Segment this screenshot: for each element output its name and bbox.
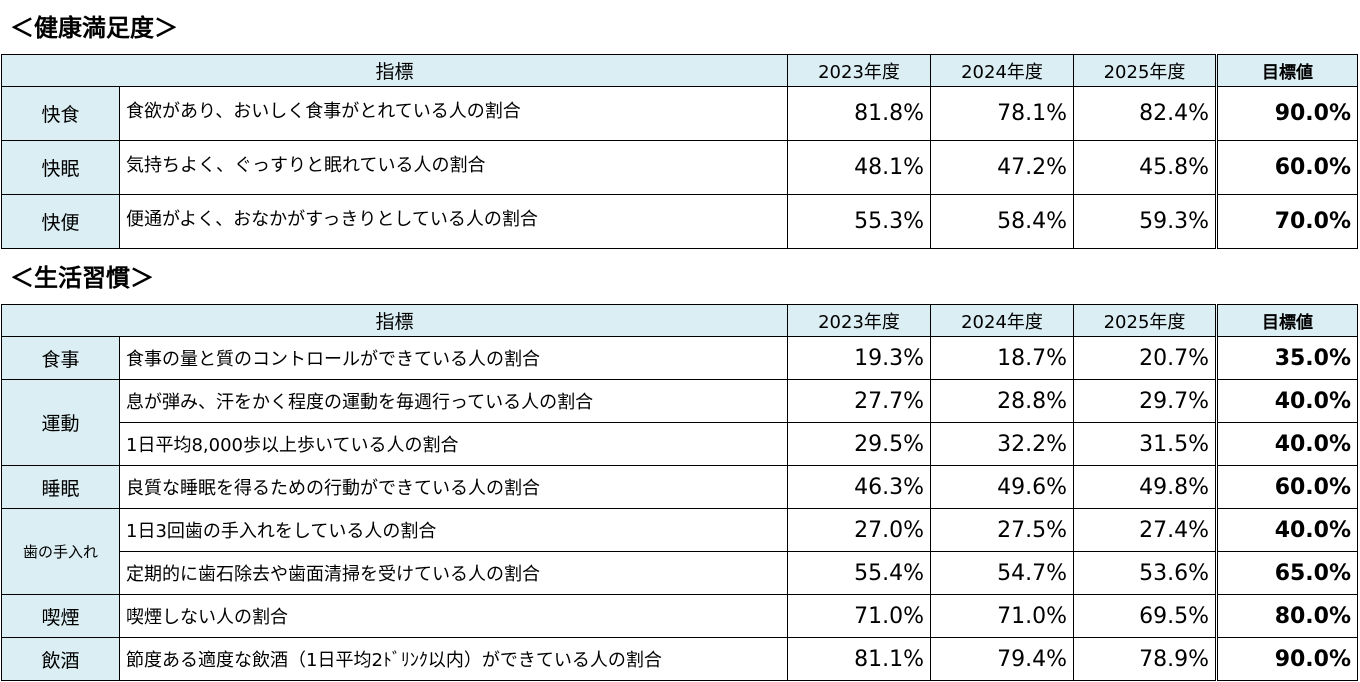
value-2025: 82.4%	[1073, 86, 1218, 141]
table-row: 喫煙 喫煙しない人の割合 71.0% 71.0% 69.5% 80.0%	[1, 594, 1359, 638]
section-title-health-satisfaction: ＜健康満足度＞	[10, 14, 178, 42]
indicator-description: 良質な睡眠を得るための行動ができている人の割合	[118, 465, 789, 509]
value-2023: 27.0%	[787, 508, 932, 552]
category-meal: 食事	[1, 336, 120, 380]
value-2023: 27.7%	[787, 379, 932, 423]
table-row: 定期的に歯石除去や歯面清掃を受けている人の割合 55.4% 54.7% 53.6…	[2, 551, 1359, 595]
table-row: 食事 食事の量と質のコントロールができている人の割合 19.3% 18.7% 2…	[1, 336, 1359, 380]
indicator-description: 定期的に歯石除去や歯面清掃を受けている人の割合	[118, 551, 789, 595]
value-2024: 79.4%	[930, 637, 1075, 681]
section-title-lifestyle: ＜生活習慣＞	[10, 264, 154, 292]
value-2025: 27.4%	[1073, 508, 1218, 552]
value-2024: 18.7%	[930, 336, 1075, 380]
target-value: 70.0%	[1215, 194, 1359, 249]
value-2023: 81.1%	[787, 637, 932, 681]
category-smoking: 喫煙	[1, 594, 120, 638]
value-2023: 48.1%	[787, 140, 932, 195]
health-satisfaction-table: 指標 2023年度 2024年度 2025年度 目標値 快食 食欲があり、おいし…	[0, 54, 1359, 249]
table-row: 運動 息が弾み、汗をかく程度の運動を毎週行っている人の割合 27.7% 28.8…	[1, 379, 1359, 466]
value-2025: 78.9%	[1073, 637, 1218, 681]
target-value: 90.0%	[1215, 86, 1359, 141]
category-cell: 快眠	[1, 140, 120, 195]
value-2023: 29.5%	[787, 422, 932, 466]
lifestyle-table: 指標 2023年度 2024年度 2025年度 目標値 食事 食事の量と質のコン…	[0, 304, 1359, 681]
header-2024: 2024年度	[930, 54, 1075, 87]
category-sleep: 睡眠	[1, 465, 120, 509]
value-2024: 58.4%	[930, 194, 1075, 249]
indicator-description: 食欲があり、おいしく食事がとれている人の割合	[118, 86, 789, 141]
indicator-description: 便通がよく、おなかがすっきりとしている人の割合	[118, 194, 789, 249]
indicator-description: 息が弾み、汗をかく程度の運動を毎週行っている人の割合	[118, 379, 789, 423]
header-2024: 2024年度	[930, 304, 1075, 337]
value-2025: 49.8%	[1073, 465, 1218, 509]
target-value: 65.0%	[1215, 551, 1359, 595]
value-2024: 78.1%	[930, 86, 1075, 141]
header-indicator: 指標	[0, 54, 789, 87]
value-2024: 47.2%	[930, 140, 1075, 195]
table-row: 快眠 気持ちよく、ぐっすりと眠れている人の割合 48.1% 47.2% 45.8…	[1, 140, 1359, 195]
category-teeth: 歯の手入れ	[1, 508, 120, 595]
table-header-row: 指標 2023年度 2024年度 2025年度 目標値	[0, 304, 1359, 337]
value-2025: 53.6%	[1073, 551, 1218, 595]
target-value: 35.0%	[1215, 336, 1359, 380]
header-2023: 2023年度	[787, 54, 932, 87]
value-2023: 46.3%	[787, 465, 932, 509]
header-target: 目標値	[1215, 54, 1359, 87]
target-value: 60.0%	[1215, 465, 1359, 509]
header-2023: 2023年度	[787, 304, 932, 337]
value-2025: 59.3%	[1073, 194, 1218, 249]
table-row: 快食 食欲があり、おいしく食事がとれている人の割合 81.8% 78.1% 82…	[1, 86, 1359, 141]
value-2024: 32.2%	[930, 422, 1075, 466]
indicator-description: 節度ある適度な飲酒（1日平均2ﾄﾞﾘﾝｸ以内）ができている人の割合	[118, 637, 789, 681]
category-drinking: 飲酒	[1, 637, 120, 681]
indicator-description: 食事の量と質のコントロールができている人の割合	[118, 336, 789, 380]
value-2025: 45.8%	[1073, 140, 1218, 195]
table-row: 快便 便通がよく、おなかがすっきりとしている人の割合 55.3% 58.4% 5…	[1, 194, 1359, 249]
value-2024: 49.6%	[930, 465, 1075, 509]
target-value: 40.0%	[1215, 379, 1359, 423]
target-value: 90.0%	[1215, 637, 1359, 681]
indicator-description: 1日平均8,000歩以上歩いている人の割合	[118, 422, 789, 466]
value-2025: 20.7%	[1073, 336, 1218, 380]
value-2025: 69.5%	[1073, 594, 1218, 638]
value-2024: 28.8%	[930, 379, 1075, 423]
indicator-description: 気持ちよく、ぐっすりと眠れている人の割合	[118, 140, 789, 195]
category-cell: 快食	[1, 86, 120, 141]
value-2025: 29.7%	[1073, 379, 1218, 423]
table-row: 1日平均8,000歩以上歩いている人の割合 29.5% 32.2% 31.5% …	[2, 422, 1359, 466]
value-2023: 55.4%	[787, 551, 932, 595]
table-row: 歯の手入れ 1日3回歯の手入れをしている人の割合 27.0% 27.5% 27.…	[1, 508, 1359, 595]
indicator-description: 喫煙しない人の割合	[118, 594, 789, 638]
indicator-description: 1日3回歯の手入れをしている人の割合	[118, 508, 789, 552]
header-indicator: 指標	[0, 304, 789, 337]
value-2024: 71.0%	[930, 594, 1075, 638]
header-target: 目標値	[1215, 304, 1359, 337]
target-value: 40.0%	[1215, 508, 1359, 552]
value-2024: 54.7%	[930, 551, 1075, 595]
target-value: 40.0%	[1215, 422, 1359, 466]
value-2025: 31.5%	[1073, 422, 1218, 466]
category-exercise: 運動	[1, 379, 120, 466]
target-value: 80.0%	[1215, 594, 1359, 638]
value-2024: 27.5%	[930, 508, 1075, 552]
table-row: 飲酒 節度ある適度な飲酒（1日平均2ﾄﾞﾘﾝｸ以内）ができている人の割合 81.…	[1, 637, 1359, 681]
category-cell: 快便	[1, 194, 120, 249]
header-2025: 2025年度	[1073, 304, 1218, 337]
value-2023: 81.8%	[787, 86, 932, 141]
header-2025: 2025年度	[1073, 54, 1218, 87]
value-2023: 55.3%	[787, 194, 932, 249]
table-header-row: 指標 2023年度 2024年度 2025年度 目標値	[0, 54, 1359, 87]
value-2023: 19.3%	[787, 336, 932, 380]
value-2023: 71.0%	[787, 594, 932, 638]
table-row: 睡眠 良質な睡眠を得るための行動ができている人の割合 46.3% 49.6% 4…	[1, 465, 1359, 509]
target-value: 60.0%	[1215, 140, 1359, 195]
